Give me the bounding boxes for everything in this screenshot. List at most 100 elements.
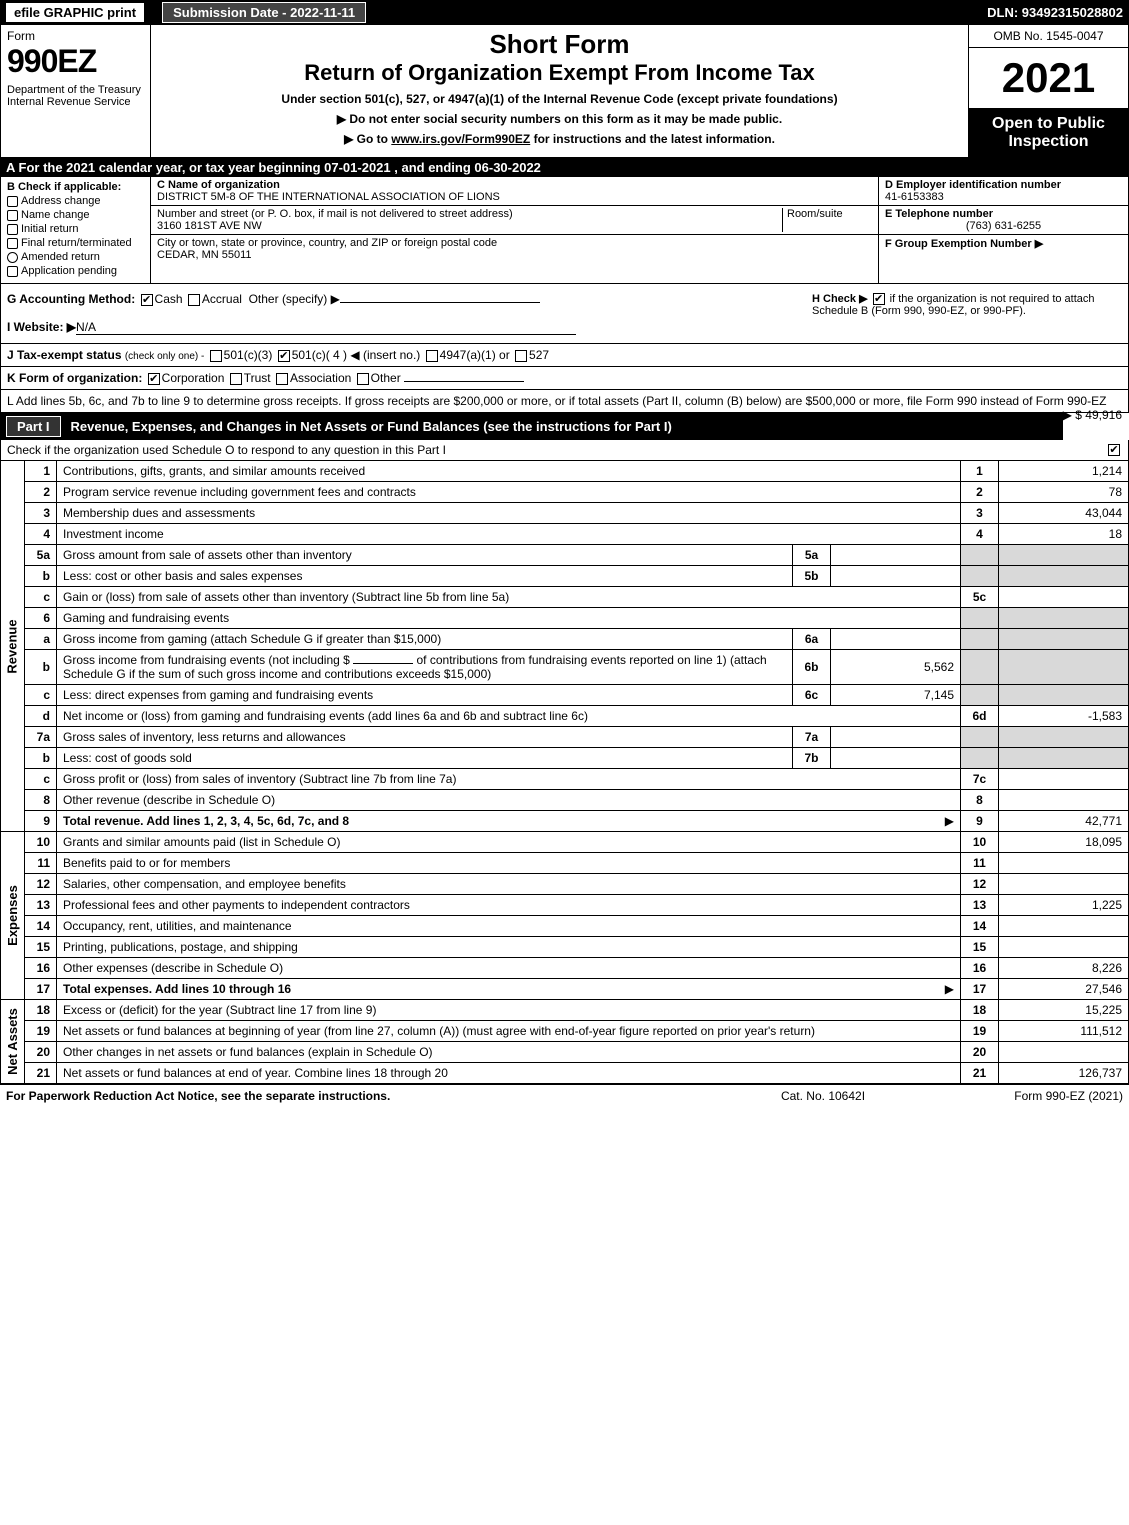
F-group-exemption: F Group Exemption Number ▶ [885,238,1043,250]
D-ein-lbl: D Employer identification number [885,179,1061,191]
chk-schedule-o-used[interactable] [1108,444,1120,456]
row-J-tax-exempt-status: J Tax-exempt status (check only one) - 5… [0,344,1129,367]
footer-cat-no: Cat. No. 10642I [723,1089,923,1103]
C-name-lbl: C Name of organization [157,179,280,191]
line-9: 9Total revenue. Add lines 1, 2, 3, 4, 5c… [25,811,1129,832]
note-no-ssn: ▶ Do not enter social security numbers o… [161,112,958,126]
H-schedule-b: H Check ▶ if the organization is not req… [802,292,1122,335]
ein-value: 41-6153383 [885,191,944,203]
form-header-left: Form 990EZ Department of the Treasury In… [1,25,151,157]
footer-paperwork-notice: For Paperwork Reduction Act Notice, see … [6,1089,723,1103]
net-assets-side-label: Net Assets [0,1000,24,1084]
row-A-tax-year: A For the 2021 calendar year, or tax yea… [0,158,1129,177]
E-phone-lbl: E Telephone number [885,208,993,220]
line-18: 18Excess or (deficit) for the year (Subt… [25,1000,1129,1021]
row-L-gross-receipts: L Add lines 5b, 6c, and 7b to line 9 to … [0,390,1129,413]
line-16: 16Other expenses (describe in Schedule O… [25,958,1129,979]
gross-receipts-amount: ▶ $ 49,916 [1063,408,1122,422]
footer-form-ref: Form 990-EZ (2021) [923,1089,1123,1103]
chk-501c[interactable] [278,350,290,362]
form-header-center: Short Form Return of Organization Exempt… [151,25,968,157]
line-1: 1Contributions, gifts, grants, and simil… [25,461,1129,482]
line-14: 14Occupancy, rent, utilities, and mainte… [25,916,1129,937]
irs-link[interactable]: www.irs.gov/Form990EZ [391,132,530,146]
line-11: 11Benefits paid to or for members11 [25,853,1129,874]
chk-amended-return[interactable]: Amended return [7,251,144,263]
form-header: Form 990EZ Department of the Treasury In… [0,25,1129,158]
other-accounting-input[interactable] [340,302,540,303]
row-K-form-of-org: K Form of organization: Corporation Trus… [0,367,1129,390]
line-5b: bLess: cost or other basis and sales exp… [25,566,1129,587]
expenses-table: 10Grants and similar amounts paid (list … [24,832,1129,1000]
line-5a: 5aGross amount from sale of assets other… [25,545,1129,566]
page-footer: For Paperwork Reduction Act Notice, see … [0,1084,1129,1107]
part-i-check-note: Check if the organization used Schedule … [0,440,1129,461]
org-street: 3160 181ST AVE NW [157,220,262,232]
chk-accrual[interactable] [188,294,200,306]
col-C-org-info: C Name of organization DISTRICT 5M-8 OF … [151,177,878,283]
chk-trust[interactable] [230,373,242,385]
C-city-lbl: City or town, state or province, country… [157,237,497,249]
open-public-inspection: Open to Public Inspection [969,109,1128,157]
chk-address-change[interactable]: Address change [7,195,144,207]
C-addr-lbl: Number and street (or P. O. box, if mail… [157,208,513,220]
website-value: N/A [76,320,96,334]
revenue-table: 1Contributions, gifts, grants, and simil… [24,461,1129,832]
part-i-title: Revenue, Expenses, and Changes in Net As… [71,419,672,434]
other-org-input[interactable] [404,381,524,382]
line-2: 2Program service revenue including gover… [25,482,1129,503]
chk-corporation[interactable] [148,373,160,385]
chk-final-return[interactable]: Final return/terminated [7,237,144,249]
line-21: 21Net assets or fund balances at end of … [25,1063,1129,1084]
col-DEF: D Employer identification number 41-6153… [878,177,1128,283]
room-suite-lbl: Room/suite [787,208,843,220]
chk-application-pending[interactable]: Application pending [7,265,144,277]
line-19: 19Net assets or fund balances at beginni… [25,1021,1129,1042]
part-i-label: Part I [6,416,61,437]
line-6: 6Gaming and fundraising events [25,608,1129,629]
chk-name-change[interactable]: Name change [7,209,144,221]
line-4: 4Investment income418 [25,524,1129,545]
submission-date: Submission Date - 2022-11-11 [162,2,366,23]
chk-4947[interactable] [426,350,438,362]
form-word: Form [7,29,144,43]
org-city: CEDAR, MN 55011 [157,249,252,261]
line-13: 13Professional fees and other payments t… [25,895,1129,916]
expenses-side-label: Expenses [0,832,24,1000]
line-10: 10Grants and similar amounts paid (list … [25,832,1129,853]
chk-501c3[interactable] [210,350,222,362]
line-17: 17Total expenses. Add lines 10 through 1… [25,979,1129,1000]
chk-schedule-b-not-required[interactable] [873,293,885,305]
chk-527[interactable] [515,350,527,362]
revenue-side-label: Revenue [0,461,24,832]
top-status-bar: efile GRAPHIC print Submission Date - 20… [0,0,1129,25]
line-6b: bGross income from fundraising events (n… [25,650,1129,685]
I-website: I Website: ▶N/A [7,320,802,335]
dept-treasury: Department of the Treasury Internal Reve… [7,84,144,108]
phone-value: (763) 631-6255 [885,220,1122,232]
line-3: 3Membership dues and assessments343,044 [25,503,1129,524]
subtitle-code-sections: Under section 501(c), 527, or 4947(a)(1)… [161,92,958,106]
line-8: 8Other revenue (describe in Schedule O)8 [25,790,1129,811]
line-6c: cLess: direct expenses from gaming and f… [25,685,1129,706]
line-15: 15Printing, publications, postage, and s… [25,937,1129,958]
line-7c: cGross profit or (loss) from sales of in… [25,769,1129,790]
line-20: 20Other changes in net assets or fund ba… [25,1042,1129,1063]
part-i-header: Part I Revenue, Expenses, and Changes in… [0,413,1063,440]
line-12: 12Salaries, other compensation, and empl… [25,874,1129,895]
G-accounting-method: G Accounting Method: Cash Accrual Other … [7,292,802,306]
chk-association[interactable] [276,373,288,385]
section-bcdef: B Check if applicable: Address change Na… [0,177,1129,284]
chk-initial-return[interactable]: Initial return [7,223,144,235]
B-label: B Check if applicable: [7,181,144,193]
note-goto-url: ▶ Go to www.irs.gov/Form990EZ for instru… [161,132,958,146]
chk-cash[interactable] [141,294,153,306]
line-7b: bLess: cost of goods sold7b [25,748,1129,769]
title-return-exempt: Return of Organization Exempt From Incom… [161,60,958,86]
line-6d: dNet income or (loss) from gaming and fu… [25,706,1129,727]
tax-year: 2021 [969,48,1128,109]
efile-label: efile GRAPHIC print [6,3,144,22]
row-GH: G Accounting Method: Cash Accrual Other … [0,284,1129,344]
line-5c: cGain or (loss) from sale of assets othe… [25,587,1129,608]
chk-other-org[interactable] [357,373,369,385]
